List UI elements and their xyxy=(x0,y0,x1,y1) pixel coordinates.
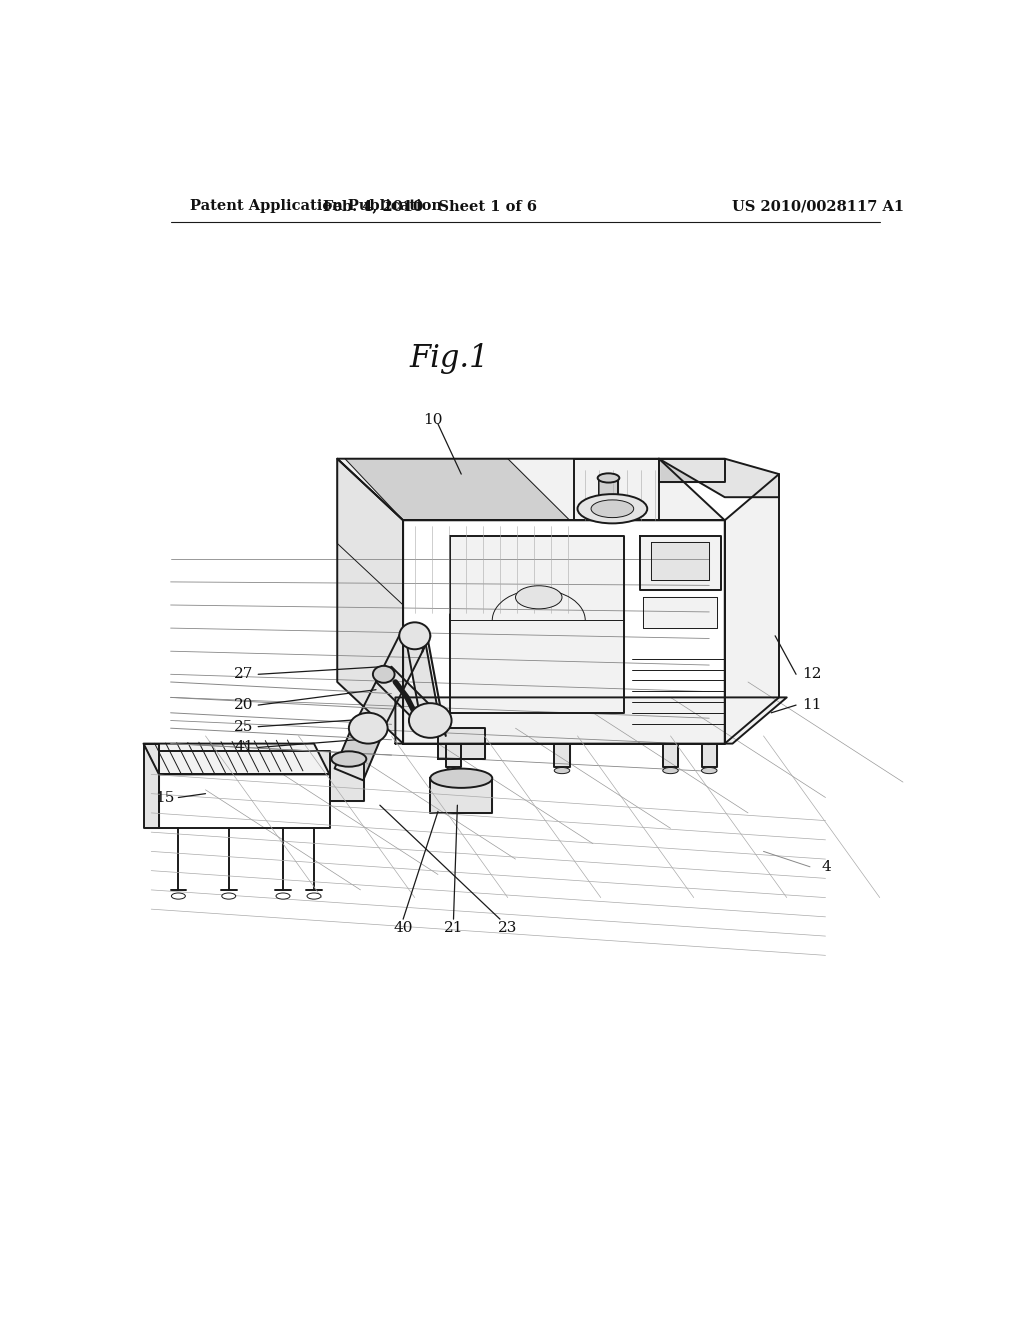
Ellipse shape xyxy=(171,892,185,899)
Polygon shape xyxy=(159,751,330,775)
Polygon shape xyxy=(599,478,617,520)
Text: US 2010/0028117 A1: US 2010/0028117 A1 xyxy=(732,199,904,213)
Polygon shape xyxy=(651,543,710,581)
Text: 25: 25 xyxy=(234,719,254,734)
Ellipse shape xyxy=(349,713,388,743)
Polygon shape xyxy=(406,634,439,722)
Polygon shape xyxy=(554,743,569,767)
Polygon shape xyxy=(143,743,330,775)
Ellipse shape xyxy=(373,665,394,682)
Ellipse shape xyxy=(430,768,493,788)
Polygon shape xyxy=(658,459,725,482)
Ellipse shape xyxy=(307,892,321,899)
Text: 27: 27 xyxy=(234,668,254,681)
Text: Patent Application Publication: Patent Application Publication xyxy=(190,199,442,213)
Ellipse shape xyxy=(276,892,290,899)
Polygon shape xyxy=(573,459,658,520)
Polygon shape xyxy=(337,459,403,605)
Ellipse shape xyxy=(332,751,367,767)
Text: Fig.1: Fig.1 xyxy=(410,343,489,374)
Ellipse shape xyxy=(598,474,620,483)
Polygon shape xyxy=(643,597,717,628)
Polygon shape xyxy=(438,729,484,759)
Ellipse shape xyxy=(445,767,461,774)
Polygon shape xyxy=(337,459,725,520)
Ellipse shape xyxy=(554,767,569,774)
Polygon shape xyxy=(337,459,403,743)
Polygon shape xyxy=(376,667,438,729)
Polygon shape xyxy=(430,779,493,813)
Text: 40: 40 xyxy=(393,921,413,936)
Ellipse shape xyxy=(663,767,678,774)
Text: 11: 11 xyxy=(802,698,821,711)
Polygon shape xyxy=(445,743,461,767)
Text: 12: 12 xyxy=(802,668,821,681)
Text: 23: 23 xyxy=(498,921,517,936)
Text: 21: 21 xyxy=(443,921,463,936)
Text: 20: 20 xyxy=(234,698,254,711)
Polygon shape xyxy=(395,697,786,743)
Ellipse shape xyxy=(222,892,236,899)
Polygon shape xyxy=(658,459,779,498)
Polygon shape xyxy=(403,520,725,743)
Ellipse shape xyxy=(515,586,562,609)
Polygon shape xyxy=(355,630,427,734)
Text: 4: 4 xyxy=(821,859,831,874)
Polygon shape xyxy=(640,536,721,590)
Polygon shape xyxy=(701,743,717,767)
Ellipse shape xyxy=(578,494,647,524)
Text: 10: 10 xyxy=(423,413,442,428)
Polygon shape xyxy=(335,722,383,780)
Text: 41: 41 xyxy=(234,741,254,755)
Polygon shape xyxy=(450,536,624,713)
Polygon shape xyxy=(159,775,330,829)
Polygon shape xyxy=(345,459,569,520)
Polygon shape xyxy=(725,474,779,743)
Ellipse shape xyxy=(701,767,717,774)
Ellipse shape xyxy=(399,622,430,649)
Polygon shape xyxy=(330,759,365,801)
Text: Feb. 4, 2010   Sheet 1 of 6: Feb. 4, 2010 Sheet 1 of 6 xyxy=(324,199,538,213)
Polygon shape xyxy=(143,743,159,829)
Text: 15: 15 xyxy=(155,791,174,804)
Polygon shape xyxy=(663,743,678,767)
Ellipse shape xyxy=(409,704,452,738)
Ellipse shape xyxy=(591,500,634,517)
